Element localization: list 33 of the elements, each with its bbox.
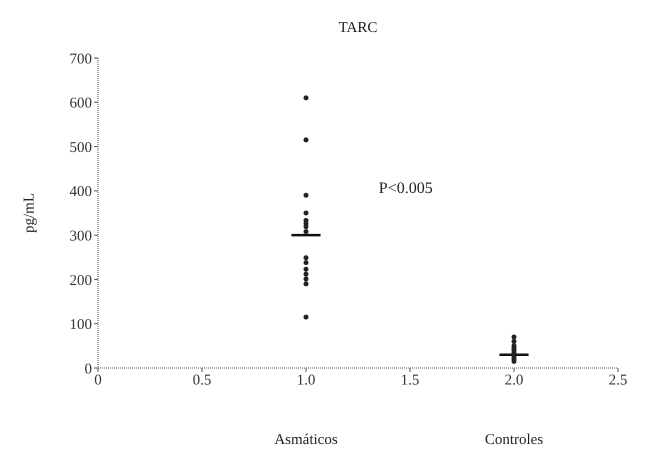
y-tick-label: 200 bbox=[70, 272, 92, 289]
x-tick-label: 0.5 bbox=[192, 372, 212, 389]
y-tick-label: 100 bbox=[70, 317, 92, 334]
y-tick-label: 300 bbox=[70, 228, 92, 244]
x-tick-label: 2.5 bbox=[608, 372, 628, 389]
point bbox=[304, 192, 308, 198]
annotation: P<0.005 bbox=[378, 180, 433, 198]
x-tick-label: 0 bbox=[94, 372, 102, 389]
point bbox=[304, 229, 308, 234]
point bbox=[512, 334, 516, 340]
point bbox=[304, 266, 308, 272]
point bbox=[304, 260, 308, 266]
y-axis-title: pg/mL bbox=[21, 193, 38, 233]
point bbox=[304, 272, 308, 277]
point bbox=[304, 276, 308, 282]
y-tick-label: 0 bbox=[84, 361, 92, 378]
y-tick-label: 600 bbox=[70, 96, 92, 112]
chart-title: TARC bbox=[338, 20, 378, 37]
x-tick-label: 1.5 bbox=[400, 372, 420, 389]
point bbox=[304, 210, 308, 216]
text: Asmáticos bbox=[273, 432, 339, 449]
point bbox=[512, 338, 516, 344]
text: Controles bbox=[484, 432, 544, 449]
x-tick-label: 2.0 bbox=[504, 372, 524, 389]
y-tick-label: 400 bbox=[70, 184, 92, 200]
x-tick-label: 1.0 bbox=[296, 372, 316, 389]
point bbox=[304, 95, 308, 100]
point bbox=[304, 137, 308, 142]
point bbox=[304, 255, 308, 260]
y-tick-label: 500 bbox=[70, 140, 92, 156]
point bbox=[304, 314, 308, 320]
point bbox=[304, 281, 308, 286]
y-tick-label: 700 bbox=[70, 51, 92, 68]
